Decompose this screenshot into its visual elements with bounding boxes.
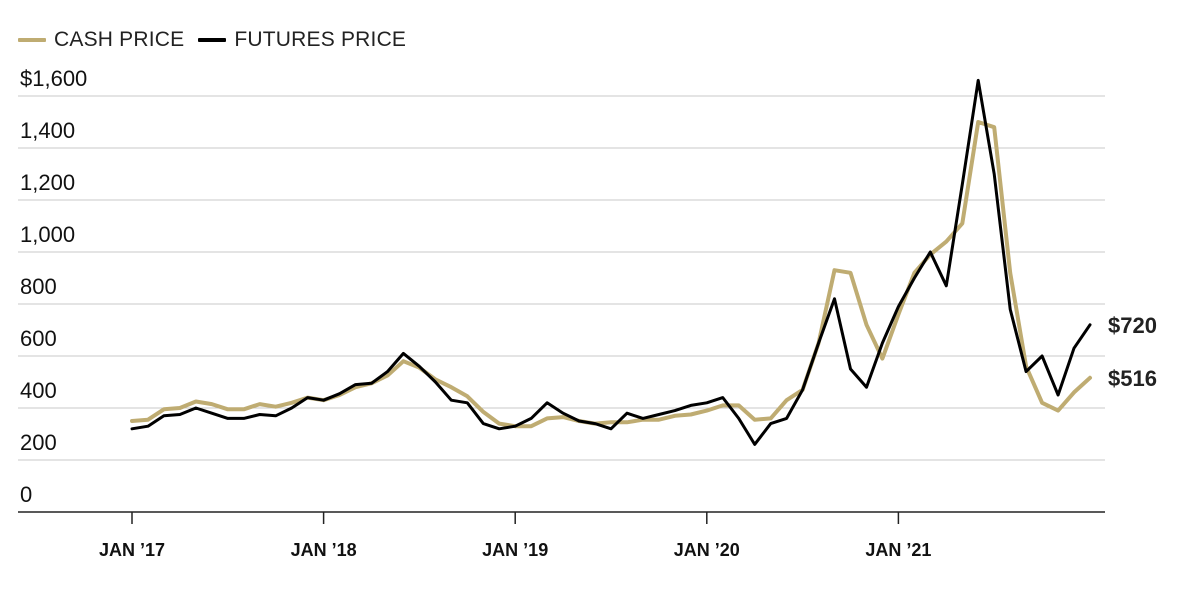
y-tick-label: 600 [20,326,57,351]
x-tick-label: JAN ’18 [291,540,357,560]
end-label-cash-price: $516 [1108,366,1157,391]
legend-label-cash: CASH PRICE [54,28,185,51]
legend-swatch-cash [18,38,46,42]
series-line-cash-price [130,120,1092,429]
x-tick-label: JAN ’17 [99,540,165,560]
y-tick-label: 800 [20,274,57,299]
series-line-futures-price [130,78,1092,446]
legend-label-futures: FUTURES PRICE [234,28,407,51]
y-tick-label: 1,400 [20,118,75,143]
x-tick-label: JAN ’19 [482,540,548,560]
y-tick-label: $1,600 [20,66,87,91]
end-label-futures-price: $720 [1108,313,1157,338]
x-tick-label: JAN ’21 [865,540,931,560]
y-tick-label: 1,000 [20,222,75,247]
legend: CASH PRICE FUTURES PRICE [18,28,420,52]
x-tick-label: JAN ’20 [674,540,740,560]
legend-item-cash: CASH PRICE [18,28,184,52]
y-tick-label: 1,200 [20,170,75,195]
legend-swatch-futures [198,38,227,42]
y-tick-label: 200 [20,430,57,455]
legend-item-futures: FUTURES PRICE [198,28,406,52]
y-tick-label: 400 [20,378,57,403]
y-tick-label: 0 [20,482,32,507]
